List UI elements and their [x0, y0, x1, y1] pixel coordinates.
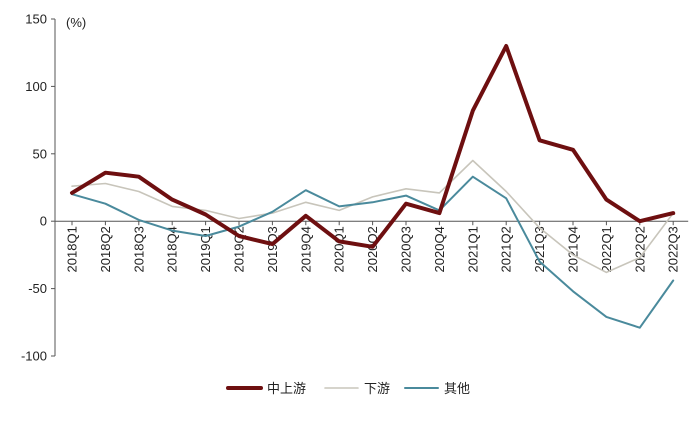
- y-tick-label: 100: [25, 79, 47, 94]
- legend-label: 其他: [444, 382, 470, 397]
- x-tick-label: 2021Q2: [499, 226, 514, 272]
- x-tick-label: 2020Q1: [332, 226, 347, 272]
- x-tick-label: 2018Q1: [65, 226, 80, 272]
- y-tick-label: 50: [33, 146, 47, 161]
- y-tick-label: 150: [25, 12, 47, 27]
- x-axis: 2018Q1 2018Q2 2018Q3 2018Q4 2019Q1 2019Q2 2019…: [55, 220, 689, 272]
- x-tick-label: 2020Q3: [399, 226, 414, 272]
- y-axis: 150 100 50 0 -50 -100: [21, 12, 56, 364]
- legend-label: 中上游: [267, 382, 306, 397]
- x-tick-label: 2021Q4: [566, 226, 581, 272]
- x-tick-label: 2018Q2: [98, 226, 113, 272]
- series-line-2: [71, 175, 675, 329]
- y-tick-label: 0: [40, 214, 47, 229]
- series-layer: [70, 44, 676, 329]
- x-tick-label: 2019Q1: [198, 226, 213, 272]
- x-tick-label: 2018Q4: [165, 226, 180, 272]
- x-tick-label: 2022Q2: [632, 226, 647, 272]
- x-tick-label: 2020Q2: [365, 226, 380, 272]
- x-tick-label: 2021Q1: [465, 226, 480, 272]
- x-tick-label: 2018Q3: [131, 226, 146, 272]
- x-tick-label: 2021Q3: [532, 226, 547, 272]
- y-unit-label: (%): [66, 15, 86, 30]
- x-tick-label: 2019Q4: [298, 226, 313, 272]
- legend-label: 下游: [364, 382, 390, 397]
- y-tick-label: -50: [28, 281, 47, 296]
- legend: 中上游 下游 其他: [226, 382, 470, 397]
- x-tick-label: 2020Q4: [432, 226, 447, 272]
- y-tick-label: -100: [21, 349, 47, 364]
- x-tick-label: 2022Q1: [599, 226, 614, 272]
- x-tick-label: 2022Q3: [666, 226, 681, 272]
- series-line-0: [70, 44, 676, 249]
- series-line-1: [71, 159, 675, 274]
- x-tick-label: 2019Q3: [265, 226, 280, 272]
